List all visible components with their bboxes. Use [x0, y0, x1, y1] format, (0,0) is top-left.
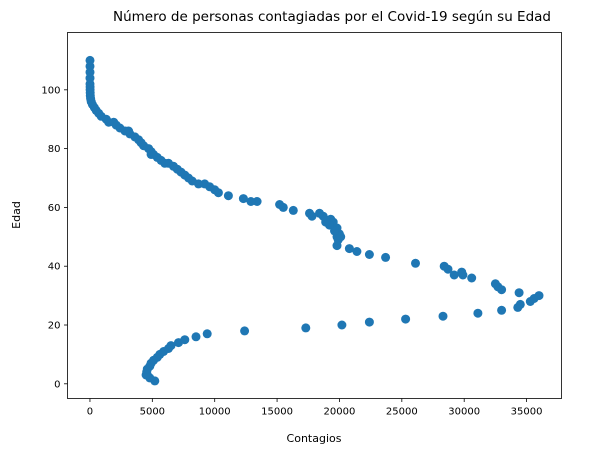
x-tick-label: 20000 — [324, 407, 356, 418]
x-axis: 0 5000 10000 15000 20000 25000 30000 35000 — [87, 398, 543, 418]
x-tick-label: 25000 — [386, 407, 418, 418]
y-tick-label: 60 — [48, 203, 61, 214]
y-tick-label: 80 — [48, 144, 61, 155]
data-point — [344, 244, 354, 254]
data-point — [301, 323, 311, 333]
y-axis: 0 20 40 60 80 100 — [41, 85, 68, 390]
data-point — [497, 305, 507, 315]
x-tick-label: 0 — [87, 407, 93, 418]
data-point — [364, 317, 374, 327]
data-point — [439, 261, 449, 271]
data-point — [305, 208, 314, 218]
data-point — [337, 320, 347, 330]
data-point — [252, 197, 262, 206]
data-point — [438, 311, 448, 321]
data-point — [202, 329, 212, 339]
data-point — [449, 270, 459, 280]
x-tick-label: 15000 — [261, 407, 293, 418]
x-tick-label: 30000 — [448, 407, 480, 418]
x-tick-label: 35000 — [511, 407, 543, 418]
data-point — [238, 194, 248, 204]
data-point — [180, 335, 190, 345]
data-point — [473, 308, 483, 318]
data-point — [275, 200, 285, 209]
data-point — [457, 267, 467, 277]
plot-frame — [67, 32, 562, 399]
data-point — [515, 299, 525, 309]
data-point — [514, 288, 524, 298]
chart-title: Número de personas contagiadas por el Co… — [113, 9, 551, 25]
data-point — [166, 341, 176, 351]
data-point — [288, 205, 298, 215]
y-tick-label: 100 — [41, 85, 60, 96]
data-point — [336, 232, 346, 242]
data-point — [223, 191, 233, 201]
y-axis-label: Edad — [10, 201, 23, 229]
data-point — [200, 179, 210, 189]
y-tick-label: 0 — [54, 379, 60, 390]
data-point — [240, 326, 250, 336]
data-points — [85, 55, 544, 386]
data-point — [401, 314, 411, 324]
data-point — [364, 250, 374, 259]
data-point — [381, 252, 391, 262]
y-tick-label: 20 — [48, 321, 61, 332]
data-point — [467, 273, 477, 283]
data-point — [191, 332, 201, 342]
x-tick-label: 10000 — [199, 407, 231, 418]
x-tick-label: 5000 — [140, 407, 165, 418]
x-axis-label: Contagios — [287, 432, 342, 445]
data-point — [352, 247, 362, 256]
data-point — [490, 279, 500, 289]
data-point — [534, 291, 544, 301]
y-tick-label: 40 — [48, 262, 61, 273]
data-point — [411, 258, 420, 268]
data-point — [85, 55, 95, 65]
data-point — [246, 197, 256, 206]
data-point — [315, 208, 324, 218]
